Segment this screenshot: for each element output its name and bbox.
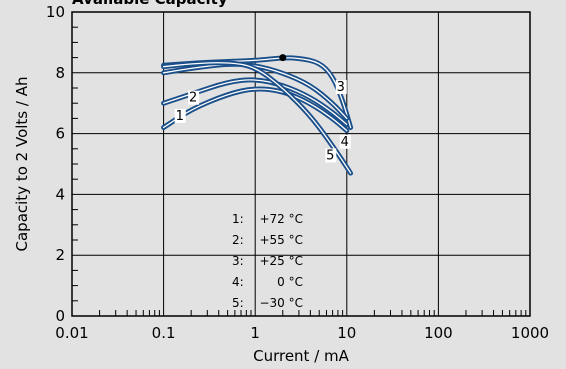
- axis-ticks: [72, 26, 527, 316]
- max-point-marker: [279, 54, 287, 62]
- legend-temperature: +55 °C: [259, 233, 303, 247]
- y-tick-label: 10: [46, 3, 65, 21]
- series-label-bg: [335, 80, 347, 95]
- x-tick-label: 0.1: [152, 324, 176, 342]
- legend-temperature: −30 °C: [259, 296, 303, 310]
- x-tick-label: 10: [337, 324, 356, 342]
- legend-number: 2:: [232, 233, 244, 247]
- y-tick-label: 2: [55, 246, 65, 264]
- legend-number: 4:: [232, 275, 244, 289]
- series-label-bg: [174, 108, 186, 123]
- x-tick-label: 0.01: [55, 324, 88, 342]
- series-label: 1: [176, 109, 184, 124]
- x-tick-label: 1: [250, 324, 260, 342]
- chart-title: Available Capacity: [72, 0, 228, 8]
- series-layer: [161, 54, 354, 176]
- legend-number: 5:: [232, 296, 244, 310]
- series-2-core: [162, 79, 348, 126]
- legend-number: 1:: [232, 212, 244, 226]
- series-label-bg: [339, 134, 351, 149]
- legend-temperature: +72 °C: [259, 212, 303, 226]
- y-tick-label: 6: [55, 125, 65, 143]
- tick-labels: 0.01 0.1 1 10 100 1000 0 2 4 6 8 10: [46, 3, 549, 342]
- legend-temperature: +25 °C: [259, 254, 303, 268]
- legend-temperature: 0 °C: [277, 275, 303, 289]
- x-tick-label: 100: [424, 324, 453, 342]
- series-label-bg: [188, 90, 200, 105]
- plot-frame: [71, 11, 531, 317]
- y-tick-label: 4: [55, 185, 65, 203]
- y-axis-title: Capacity to 2 Volts / Ah: [13, 77, 31, 252]
- series-label: 4: [341, 135, 349, 150]
- y-tick-label: 8: [55, 64, 65, 82]
- legend-number: 3:: [232, 254, 244, 268]
- series-labels: 12 3 45: [174, 80, 351, 163]
- series-label: 3: [337, 80, 345, 95]
- legend: 1: +72 °C 2: +55 °C 3: +25 °C 4: 0 °C 5: −30 °C: [232, 212, 303, 310]
- series-1-core: [162, 88, 348, 132]
- series-label: 5: [326, 148, 334, 163]
- series-label-bg: [325, 148, 337, 163]
- x-tick-label: 1000: [511, 324, 549, 342]
- series-label: 2: [189, 91, 197, 106]
- y-tick-label: 0: [55, 307, 65, 325]
- series-4-core: [162, 63, 348, 120]
- x-axis-title: Current / mA: [253, 347, 350, 365]
